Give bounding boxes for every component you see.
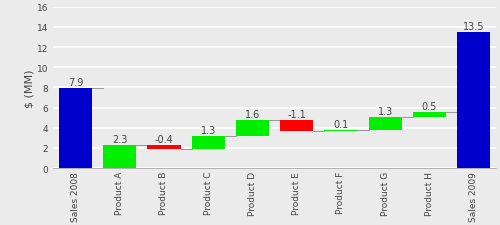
Bar xyxy=(103,145,136,169)
Text: 1.3: 1.3 xyxy=(378,106,393,116)
Bar xyxy=(148,145,180,149)
Text: 1.6: 1.6 xyxy=(245,109,260,119)
Text: 2.3: 2.3 xyxy=(112,134,128,144)
Bar xyxy=(280,120,314,131)
Text: -1.1: -1.1 xyxy=(288,109,306,119)
Bar xyxy=(324,130,358,131)
Text: 1.3: 1.3 xyxy=(200,125,216,135)
Text: -0.4: -0.4 xyxy=(154,134,174,144)
Bar xyxy=(457,33,490,169)
Text: 0.1: 0.1 xyxy=(334,119,348,129)
Text: 0.5: 0.5 xyxy=(422,101,437,111)
Y-axis label: $ (MM): $ (MM) xyxy=(24,69,34,107)
Bar xyxy=(413,112,446,117)
Bar xyxy=(192,136,225,149)
Bar xyxy=(368,117,402,130)
Bar xyxy=(59,89,92,169)
Bar xyxy=(236,120,269,136)
Text: 7.9: 7.9 xyxy=(68,78,83,88)
Text: 13.5: 13.5 xyxy=(463,22,484,32)
